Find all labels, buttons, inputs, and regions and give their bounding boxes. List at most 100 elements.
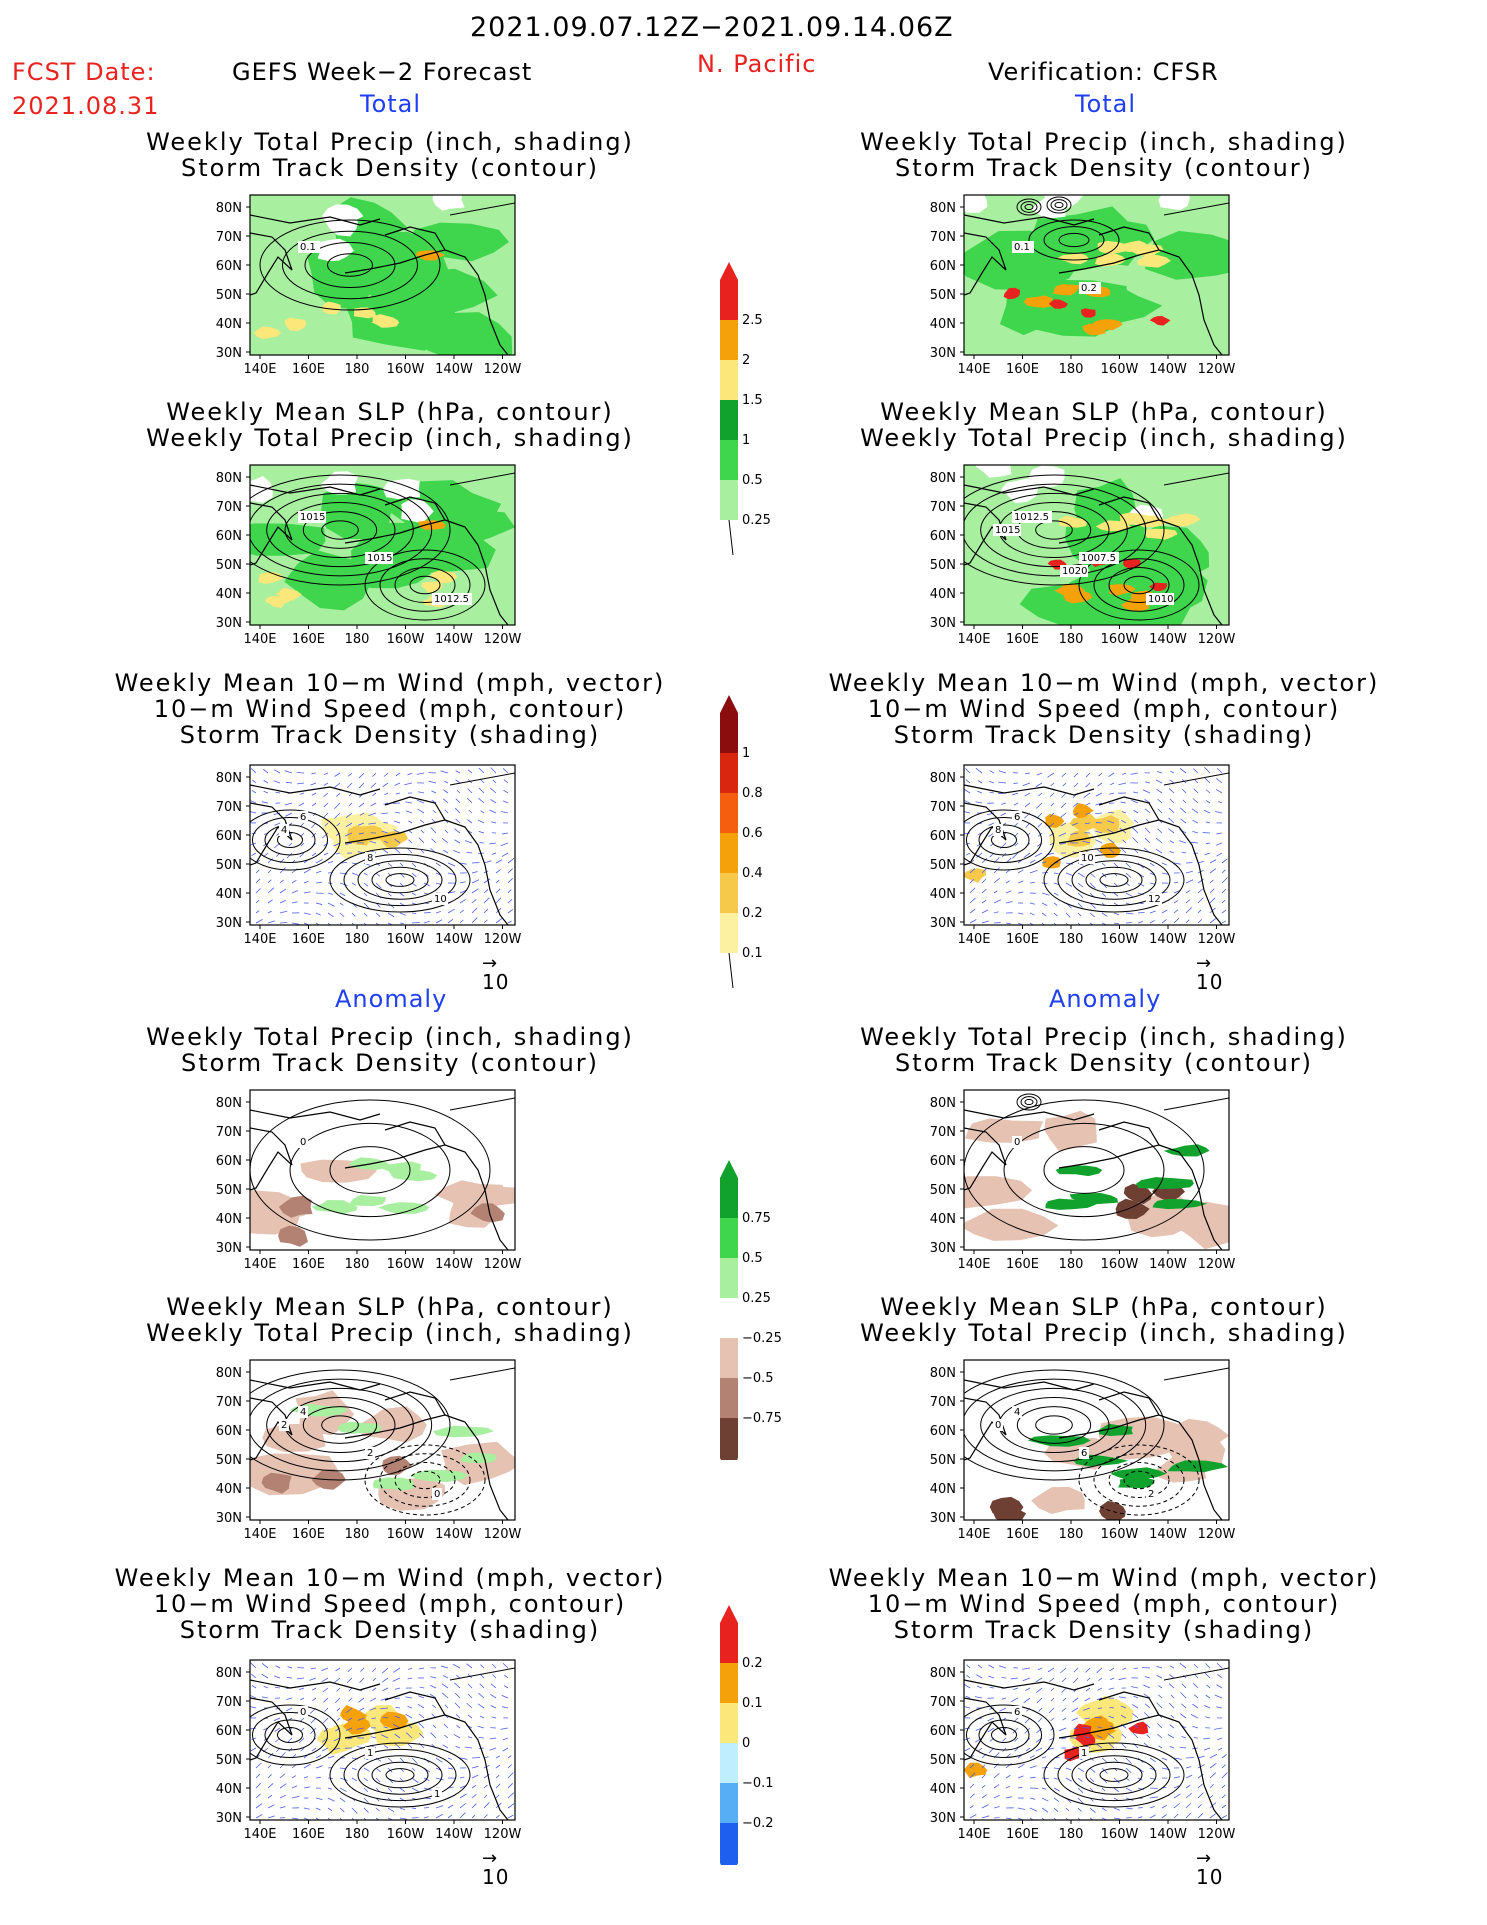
- wind-vector: [489, 809, 497, 814]
- wind-vector: [1193, 1694, 1199, 1699]
- storm-track-contour: [964, 1099, 1205, 1241]
- wind-speed-contour: [966, 1712, 1042, 1758]
- wind-vector: [1036, 802, 1043, 809]
- colorbar-segment: [720, 1338, 738, 1378]
- wind-vector: [1125, 862, 1131, 868]
- wind-vector: [1037, 1667, 1043, 1671]
- storm-track-contour: [329, 1146, 411, 1194]
- wind-vector: [430, 827, 437, 834]
- wind-vector: [399, 882, 404, 887]
- wind-vector: [490, 1693, 497, 1699]
- wind-vector: [1144, 808, 1151, 814]
- wind-vector: [311, 772, 317, 775]
- wind-vector: [964, 832, 971, 835]
- wind-vector: [310, 1667, 317, 1670]
- map-frame: [249, 764, 516, 926]
- contour-label-box: [432, 1788, 442, 1800]
- wind-vector: [1216, 768, 1223, 774]
- lat-tick-label: 70N: [930, 500, 956, 515]
- wind-vector: [334, 1677, 341, 1683]
- coastline-alaska: [344, 1391, 446, 1439]
- wind-vector: [383, 772, 389, 777]
- wind-vector: [989, 770, 995, 774]
- storm-track-contour: [1043, 1146, 1125, 1194]
- wind-vector: [300, 822, 305, 827]
- wind-vector: [431, 838, 437, 844]
- wind-vector: [988, 822, 995, 826]
- wind-vector: [348, 1697, 353, 1702]
- wind-vector: [976, 1674, 983, 1679]
- lon-tick-label: 180: [1059, 932, 1084, 947]
- wind-vector: [1182, 799, 1187, 804]
- wind-vector: [286, 1697, 293, 1701]
- wind-vector: [311, 852, 317, 857]
- colorbar-segment: [720, 1663, 738, 1703]
- wind-vector: [478, 787, 485, 794]
- wind-vector: [394, 838, 401, 844]
- wind-vector: [387, 1817, 394, 1820]
- slp-contour: [321, 520, 359, 540]
- anomaly-wet-shading: [349, 1194, 386, 1207]
- wind-vector: [380, 1707, 389, 1710]
- storm-track-contour: [1003, 1122, 1165, 1218]
- wind-vector: [261, 1662, 269, 1669]
- lat-tick-label: 50N: [216, 1183, 242, 1198]
- wind-vector: [1029, 912, 1035, 916]
- wind-vector: [1204, 777, 1211, 784]
- wind-vector: [1077, 902, 1083, 908]
- wind-vector: [1125, 912, 1134, 915]
- wind-vector: [300, 1747, 305, 1752]
- storm-track-shading: [1069, 813, 1098, 832]
- wind-vector: [1182, 788, 1187, 794]
- wind-vector: [1038, 792, 1043, 797]
- wind-vector: [1061, 1677, 1067, 1683]
- wind-vector: [1143, 1693, 1151, 1699]
- coastline-arctic: [964, 214, 1095, 226]
- wind-vector: [351, 882, 357, 886]
- wind-vector: [1061, 792, 1067, 798]
- wind-vector: [998, 1665, 1007, 1669]
- wind-vector: [1221, 1784, 1226, 1789]
- wind-speed-contour: [357, 1755, 443, 1795]
- wind-vector: [267, 1815, 275, 1819]
- lon-tick-label: 180: [345, 1527, 370, 1542]
- wind-vector: [345, 1727, 353, 1731]
- wind-vector: [456, 1674, 461, 1679]
- colorbar-segment: [720, 1378, 738, 1418]
- wind-vector: [1083, 792, 1091, 799]
- wind-vector: [993, 890, 998, 894]
- wind-vector: [383, 802, 389, 805]
- wind-vector: [255, 910, 260, 914]
- lat-tick-label: 70N: [216, 800, 242, 815]
- lon-tick-label: 140E: [957, 1527, 990, 1542]
- wind-vector: [1209, 1813, 1217, 1819]
- wind-vector: [267, 1752, 274, 1759]
- wind-vector: [399, 862, 404, 867]
- wind-vector: [372, 1687, 377, 1691]
- wind-vector: [405, 1696, 413, 1699]
- wind-vector: [1085, 812, 1091, 815]
- wind-vector: [1197, 1812, 1204, 1819]
- wind-vector: [467, 1714, 473, 1719]
- wind-vector: [1095, 1743, 1103, 1749]
- wind-vector: [1132, 827, 1139, 834]
- wind-vector: [491, 1663, 497, 1669]
- wind-vector: [1001, 1697, 1007, 1700]
- wind-vector: [358, 782, 365, 789]
- wind-vector: [1060, 1667, 1067, 1674]
- wind-vector: [1097, 1687, 1103, 1691]
- colorbar-label: 0.5: [742, 1251, 763, 1266]
- wind-vector: [1125, 1807, 1133, 1810]
- wind-vector: [407, 1743, 413, 1749]
- wind-vector: [459, 899, 466, 904]
- wind-vector: [370, 782, 377, 788]
- lon-tick-label: 160W: [387, 632, 425, 647]
- wind-vector: [1101, 1757, 1108, 1764]
- wind-speed-contour: [264, 1719, 316, 1751]
- wind-vector: [455, 1714, 461, 1719]
- wind-vector: [381, 830, 389, 834]
- wind-vector: [358, 772, 365, 779]
- wind-vector: [1179, 768, 1187, 774]
- coastline-america: [444, 249, 509, 355]
- wind-vector: [1095, 792, 1103, 797]
